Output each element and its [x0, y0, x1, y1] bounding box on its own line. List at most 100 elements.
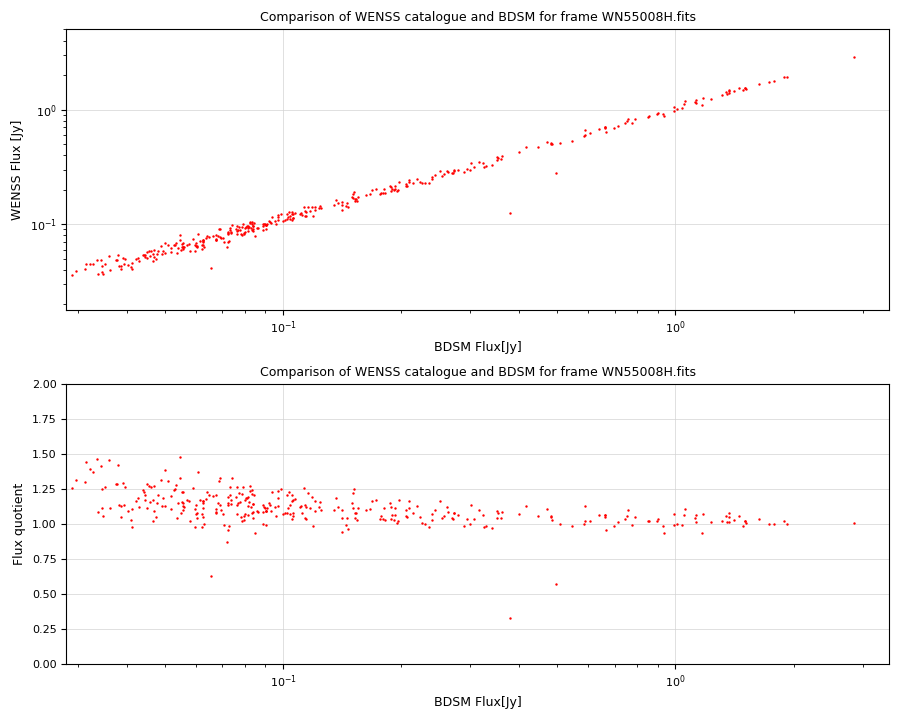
Point [242, 221, 256, 233]
Point [259, 219, 274, 230]
Point [231, 225, 246, 236]
Point [49, 271, 63, 282]
Point [112, 499, 126, 510]
Point [328, 492, 343, 503]
Point [158, 464, 172, 476]
Point [493, 513, 508, 524]
Point [297, 210, 311, 222]
Point [294, 207, 309, 219]
Point [147, 480, 161, 492]
Point [52, 481, 67, 492]
Point [719, 86, 733, 98]
Point [191, 228, 205, 239]
Point [112, 260, 126, 271]
Point [183, 516, 197, 527]
Point [722, 85, 736, 96]
Point [314, 202, 328, 214]
Point [281, 502, 295, 513]
Point [209, 505, 223, 517]
Point [610, 516, 625, 528]
Point [335, 197, 349, 208]
Point [263, 500, 277, 511]
Point [94, 266, 109, 278]
Point [777, 71, 791, 83]
Point [511, 508, 526, 520]
Point [511, 146, 526, 158]
Point [216, 233, 230, 244]
Point [174, 507, 188, 518]
Point [259, 505, 274, 516]
Point [651, 513, 665, 525]
Point [233, 497, 248, 508]
Point [225, 220, 239, 231]
Title: Comparison of WENSS catalogue and BDSM for frame WN55008H.fits: Comparison of WENSS catalogue and BDSM f… [259, 11, 696, 24]
Point [495, 150, 509, 162]
Point [236, 218, 250, 230]
Point [231, 498, 246, 509]
Point [243, 217, 257, 229]
Point [109, 255, 123, 266]
Point [374, 187, 389, 199]
Point [78, 264, 93, 275]
Point [667, 101, 681, 112]
Point [296, 482, 310, 493]
Point [214, 232, 229, 243]
Point [194, 508, 209, 519]
Point [142, 481, 157, 492]
Point [298, 206, 312, 217]
Point [138, 490, 152, 501]
Point [565, 135, 580, 146]
Point [280, 208, 294, 220]
Point [46, 268, 60, 279]
Point [195, 243, 210, 255]
Point [244, 501, 258, 513]
Point [129, 495, 143, 506]
Point [425, 174, 439, 185]
Point [490, 154, 504, 166]
Point [175, 487, 189, 498]
Point [294, 507, 309, 518]
Point [656, 108, 670, 120]
Point [278, 214, 293, 225]
Point [608, 122, 622, 134]
Point [143, 250, 157, 261]
Point [299, 513, 313, 524]
Point [68, 474, 83, 485]
Point [341, 202, 356, 213]
Point [308, 505, 322, 516]
Point [186, 482, 201, 493]
Point [689, 510, 704, 521]
Point [303, 205, 318, 217]
Point [436, 168, 451, 180]
Point [224, 494, 238, 505]
Point [312, 202, 327, 214]
Point [475, 157, 490, 168]
Point [726, 86, 741, 97]
Point [240, 509, 255, 521]
Point [299, 207, 313, 218]
Point [147, 244, 161, 256]
Point [264, 505, 278, 517]
Point [578, 130, 592, 141]
Point [598, 122, 613, 133]
Point [237, 515, 251, 526]
Point [335, 504, 349, 516]
Point [285, 495, 300, 507]
Point [463, 164, 477, 176]
Point [135, 249, 149, 261]
Point [267, 215, 282, 227]
Point [138, 494, 152, 505]
Point [209, 233, 223, 245]
Point [312, 500, 327, 512]
Point [650, 515, 664, 526]
Point [240, 220, 255, 232]
Point [284, 214, 299, 225]
Point [224, 226, 238, 238]
Point [195, 235, 210, 247]
Point [182, 238, 196, 250]
X-axis label: BDSM Flux[Jy]: BDSM Flux[Jy] [434, 341, 521, 354]
Point [98, 481, 112, 492]
Point [242, 497, 256, 508]
Point [49, 472, 63, 483]
Point [142, 246, 157, 257]
